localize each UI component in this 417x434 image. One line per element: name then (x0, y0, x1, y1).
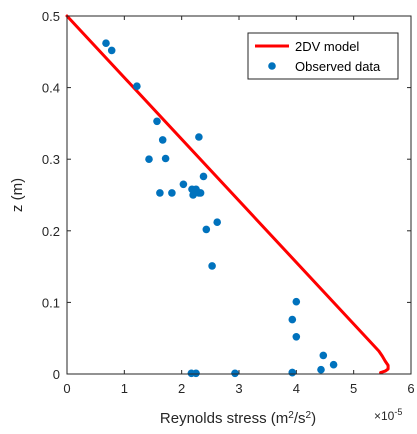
x-tick-label: 5 (350, 381, 357, 396)
legend: 2DV model Observed data (247, 32, 399, 80)
observed-point (145, 155, 153, 163)
model-series (65, 14, 390, 375)
y-tick-label: 0.4 (42, 81, 60, 96)
legend-observed-label: Observed data (295, 59, 381, 74)
observed-point (168, 189, 176, 197)
observed-series (102, 39, 338, 378)
model-line (65, 14, 390, 375)
y-tick-labels: 0 0.1 0.2 0.3 0.4 0.5 (42, 9, 60, 382)
observed-point (161, 154, 170, 163)
observed-point (288, 315, 297, 324)
legend-observed-swatch (268, 62, 276, 70)
y-tick-label: 0.2 (42, 224, 60, 239)
x-axis-label: Reynolds stress (m2/s2) (160, 410, 316, 428)
observed-point (329, 360, 338, 369)
x-tick-label: 3 (235, 381, 242, 396)
observed-point (292, 297, 301, 306)
x-tick-label: 1 (121, 381, 128, 396)
observed-point (156, 189, 164, 197)
observed-point (213, 218, 221, 226)
observed-point (195, 189, 203, 197)
observed-point (102, 39, 110, 47)
observed-point (133, 82, 141, 90)
y-axis-label: z (m) (9, 178, 26, 212)
x-tick-label: 2 (178, 381, 185, 396)
legend-box (247, 32, 399, 80)
x-tick-label: 4 (293, 381, 300, 396)
legend-model-label: 2DV model (295, 39, 359, 54)
observed-point (231, 369, 239, 378)
y-tick-label: 0.3 (42, 152, 60, 167)
x-exponent-label: ×10-5 (374, 407, 402, 423)
x-tick-label: 0 (63, 381, 70, 396)
observed-point (153, 117, 161, 126)
observed-point (319, 351, 328, 360)
observed-point (189, 191, 197, 199)
y-tick-label: 0.5 (42, 9, 60, 24)
y-tick-label: 0.1 (42, 295, 60, 310)
observed-point (107, 46, 116, 55)
x-tick-label: 6 (407, 381, 414, 396)
observed-point (179, 180, 188, 189)
observed-point (292, 333, 301, 341)
observed-point (195, 133, 203, 141)
x-tick-labels: 0 1 2 3 4 5 6 (63, 381, 414, 396)
observed-point (199, 172, 208, 181)
y-tick-label: 0 (53, 367, 60, 382)
observed-point (317, 365, 325, 374)
observed-point (202, 225, 211, 234)
plot-frame (66, 15, 412, 375)
observed-point (192, 369, 200, 378)
observed-point (158, 136, 167, 144)
observed-point (288, 368, 297, 377)
observed-point (208, 262, 216, 270)
